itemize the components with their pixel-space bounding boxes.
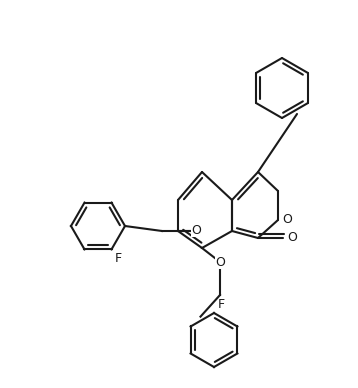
Text: F: F — [218, 298, 225, 311]
Text: F: F — [115, 252, 122, 265]
Text: O: O — [215, 256, 225, 268]
Text: O: O — [287, 232, 297, 244]
Text: O: O — [282, 213, 292, 227]
Text: O: O — [191, 225, 201, 237]
